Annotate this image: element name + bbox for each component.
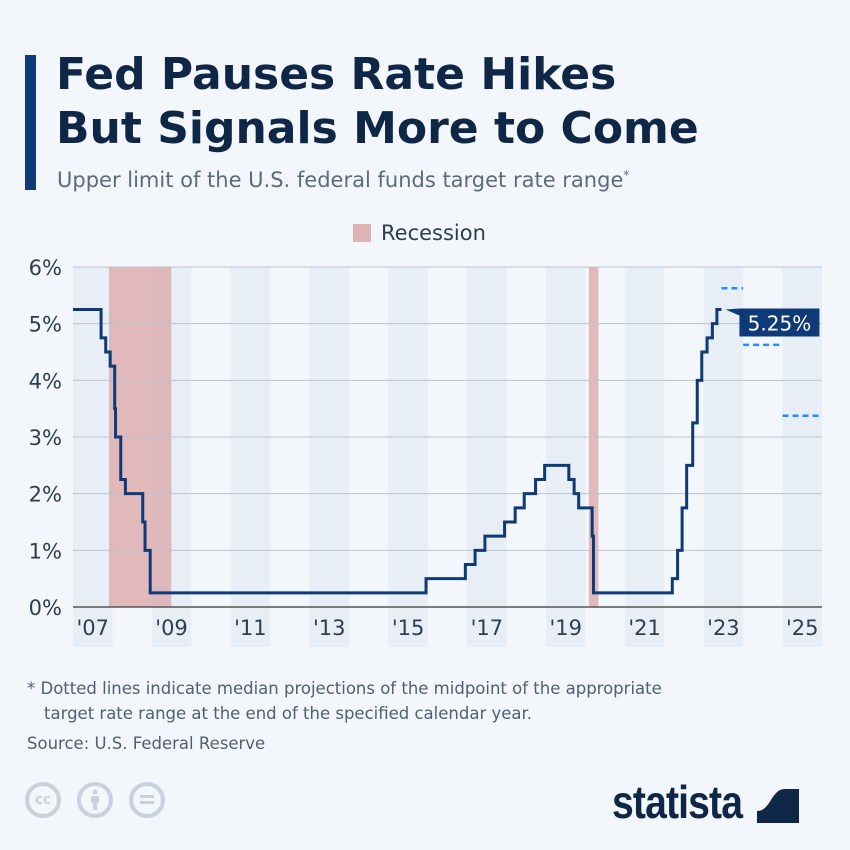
y-tick-label: 4% (29, 369, 62, 393)
legend: Recession (353, 221, 486, 245)
attribution-icon[interactable] (77, 782, 113, 818)
rate-line (73, 307, 722, 595)
statista-logo-icon (757, 781, 800, 823)
x-tick-label: '21 (628, 616, 661, 640)
legend-swatch-recession (353, 224, 371, 242)
no-derivatives-icon[interactable] (129, 782, 165, 818)
y-tick-label: 1% (29, 539, 62, 563)
annotation-label: 5.25% (748, 311, 812, 335)
y-tick-label: 0% (29, 596, 62, 620)
chart-title: Fed Pauses Rate Hikes But Signals More to… (56, 49, 699, 154)
y-tick-label: 5% (29, 313, 62, 337)
y-tick-label: 3% (29, 426, 62, 450)
year-band (309, 266, 349, 647)
y-tick-label: 2% (29, 483, 62, 507)
footnote: * Dotted lines indicate median projectio… (27, 679, 662, 698)
title-accent-bar (25, 55, 36, 190)
x-tick-label: '25 (786, 616, 819, 640)
chart-subtitle: Upper limit of the U.S. federal funds ta… (57, 168, 630, 192)
x-tick-label: '11 (234, 616, 267, 640)
footnote-cont: target rate range at the end of the spec… (44, 704, 533, 723)
statista-logo[interactable]: statista (612, 775, 800, 829)
legend-label-recession: Recession (381, 221, 486, 245)
year-band (703, 266, 744, 647)
x-tick-label: '09 (155, 616, 188, 640)
x-tick-label: '07 (76, 616, 109, 640)
year-band (546, 266, 586, 647)
x-tick-label: '19 (550, 616, 583, 640)
year-band (388, 266, 428, 647)
year-band (467, 266, 507, 647)
x-tick-label: '13 (313, 616, 346, 640)
year-band (624, 266, 665, 647)
annotation-box (725, 308, 820, 337)
x-tick-label: '15 (392, 616, 425, 640)
year-band (73, 266, 113, 647)
year-band (230, 266, 271, 647)
x-tick-label: '23 (707, 616, 740, 640)
cc-icon[interactable]: cc (25, 782, 61, 818)
source: Source: U.S. Federal Reserve (27, 734, 266, 753)
x-tick-label: '17 (471, 616, 504, 640)
y-tick-label: 6% (29, 256, 62, 280)
rate-chart: 0% 1% 2% 3% 4% 5% 6% '07 '09 '11 '13 '15 '17 '19 '21 '2… (29, 256, 822, 647)
